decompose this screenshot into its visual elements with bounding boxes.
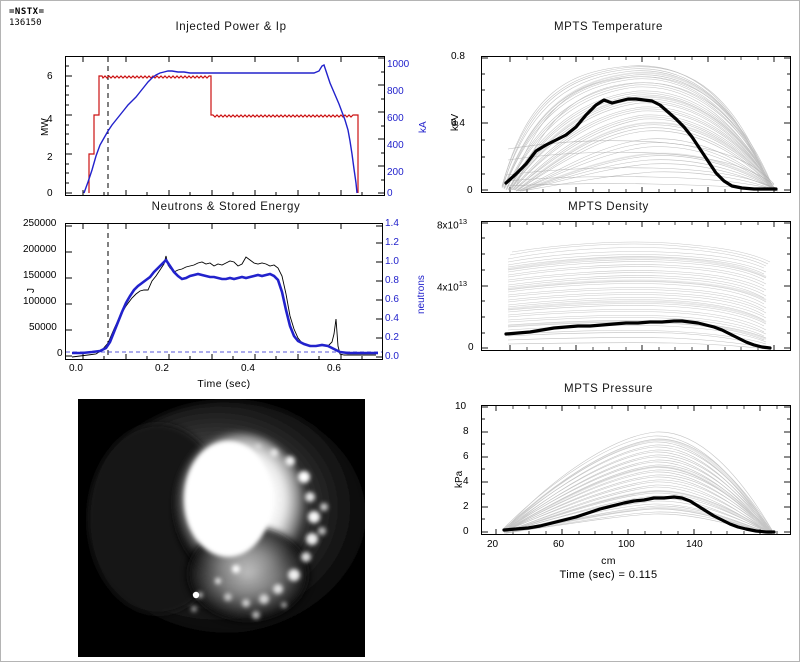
ytick-density-4e13-exponent: 13 [458,279,468,288]
xtick-time-04: 0.4 [241,363,255,374]
ytick-ip-0: 0 [387,188,393,199]
plot-svg-mpts-temperature [482,57,790,192]
fast-camera-plasma-image [78,399,365,657]
ytick-ip-200: 200 [387,167,404,178]
time-readout-caption: Time (sec) = 0.115 [559,569,658,581]
ytick-density-4e13-mantissa: 4x10 [437,282,459,294]
ytick-j-100000: 100000 [23,296,57,307]
ytick-j-50000: 50000 [29,322,57,333]
ytick-density-8e13-mantissa: 8x10 [437,220,459,232]
ensemble-haze-temperature [503,71,779,192]
ytick-j-150000: 150000 [23,270,57,281]
ytick-n-06: 0.6 [385,294,399,305]
ytick-n-04: 0.4 [385,313,399,324]
xtick-cm-20: 20 [487,539,499,550]
bright-point-artifact [192,591,200,599]
ensemble-profiles-temperature [501,65,779,192]
plot-area-mpts-density [481,221,791,351]
panel-title-neutrons: Neutrons & Stored Energy [151,201,301,213]
ylabel-ka: kA [418,121,429,133]
panel-title-injected-power-ip: Injected Power & Ip [175,21,287,33]
panel-mpts-pressure: MPTS Pressure 10 8 6 4 2 0 kPa [441,383,796,583]
ytick-kev-04: 0.4 [451,118,465,129]
ensemble-low-density [507,332,767,350]
panel-mpts-density: MPTS Density 8x1013 4x1013 0 [437,201,796,361]
ytick-kpa-10: 10 [455,401,467,412]
panel-title-mpts-temperature: MPTS Temperature [553,21,664,33]
camera-image-svg [78,399,365,657]
ytick-density-0: 0 [468,342,474,353]
ylabel-kpa: kPa [454,470,465,488]
xtick-time-00: 0.0 [69,363,83,374]
ytick-ip-600: 600 [387,113,404,124]
panel-title-mpts-density: MPTS Density [568,201,649,213]
ytick-density-8e13: 8x1013 [437,217,467,231]
ylabel-mw: MW [40,118,51,136]
ylabel-kev: keV [450,113,461,131]
header-block: =NSTX= 136150 [9,7,45,29]
xtick-cm-100: 100 [618,539,635,550]
series-nb-power [88,75,359,193]
ytick-j-0: 0 [57,348,63,359]
ytick-kpa-2: 2 [463,501,469,512]
axis-ticks [66,57,384,195]
plot-area-mpts-pressure [481,405,791,535]
ensemble-profiles-pressure [503,431,773,534]
panel-neutrons-stored-energy: Neutrons & Stored Energy 250000 200000 1… [21,201,431,391]
xtick-cm-60: 60 [553,539,565,550]
ensemble-profiles-density [507,241,771,345]
series-current-time-profile-density [504,319,772,350]
xtick-time-02: 0.2 [155,363,169,374]
series-neutron-rate [72,257,378,355]
shot-number: 136150 [9,18,42,28]
ytick-n-08: 0.8 [385,275,399,286]
panel-injected-power-ip: Injected Power & Ip 6 4 2 0 MW 1000 800 … [31,21,431,199]
ylabel-j: J [26,288,37,293]
plot-svg-power-ip [66,57,384,195]
ytick-n-12: 1.2 [385,237,399,248]
ytick-power-4: 4 [47,114,53,125]
plot-svg-mpts-density [482,222,790,350]
ytick-power-6: 6 [47,71,53,82]
ytick-n-00: 0.0 [385,351,399,362]
ytick-j-250000: 250000 [23,218,57,229]
ytick-ip-1000: 1000 [387,59,410,70]
ytick-n-02: 0.2 [385,332,399,343]
series-current-time-profile-pressure [502,495,776,534]
ytick-power-2: 2 [47,152,53,163]
plasma-saturated-core [184,441,272,557]
ytick-ip-800: 800 [387,86,404,97]
ytick-kpa-6: 6 [463,451,469,462]
xtick-time-06: 0.6 [327,363,341,374]
xtick-cm-140: 140 [686,539,703,550]
ytick-kev-0: 0 [467,185,473,196]
ytick-ip-400: 400 [387,140,404,151]
panel-title-mpts-pressure: MPTS Pressure [564,383,653,395]
series-stored-energy [71,255,376,358]
ytick-n-14: 1.4 [385,218,399,229]
ytick-j-200000: 200000 [23,244,57,255]
ylabel-neutrons: neutrons [416,275,427,314]
ytick-density-4e13: 4x1013 [437,279,467,293]
plot-area-neutrons [65,223,383,360]
xlabel-time: Time (sec) [197,378,251,390]
ytick-n-10: 1.0 [385,256,399,267]
panel-mpts-temperature: MPTS Temperature 0.8 0.4 0 keV [441,21,796,196]
ytick-kpa-0: 0 [463,526,469,537]
plot-svg-mpts-pressure [482,406,790,534]
ytick-kpa-8: 8 [463,426,469,437]
facility-label: =NSTX= [9,7,45,17]
ytick-power-0: 0 [47,188,53,199]
ytick-kpa-4: 4 [463,476,469,487]
xlabel-cm: cm [601,555,616,567]
plot-area-mpts-temperature [481,56,791,193]
plot-svg-neutrons [66,224,382,359]
series-ip-current [83,64,358,194]
ytick-kev-08: 0.8 [451,51,465,62]
plot-area-injected-power-ip [65,56,385,196]
plasma-speckles [191,444,328,619]
series-current-time-profile-temperature [504,97,778,191]
ytick-density-8e13-exponent: 13 [458,217,468,226]
